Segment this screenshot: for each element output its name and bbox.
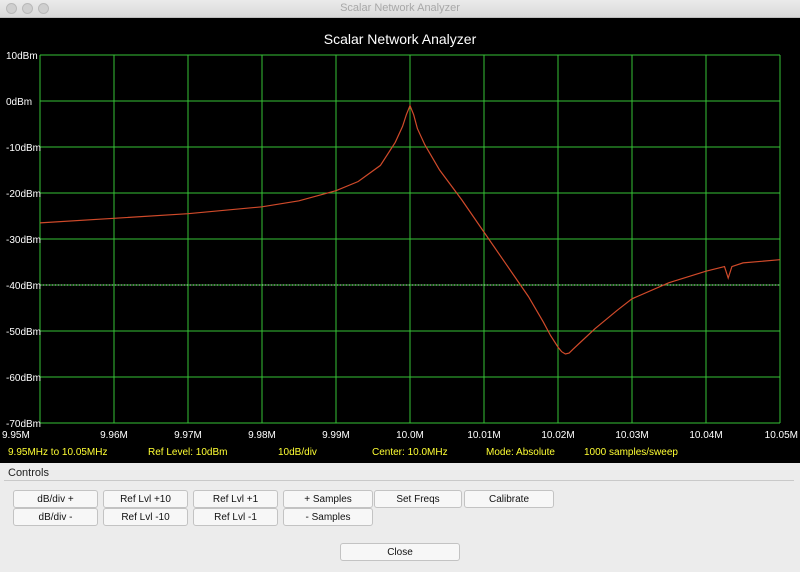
x-tick-label: 9.98M: [248, 430, 276, 441]
x-tick-label: 10.02M: [541, 430, 574, 441]
x-tick-label: 9.95M: [2, 430, 30, 441]
x-tick-label: 10.01M: [467, 430, 500, 441]
plus-samples-button[interactable]: + Samples: [283, 490, 373, 508]
window-title: Scalar Network Analyzer: [340, 2, 460, 14]
close-button[interactable]: Close: [340, 543, 460, 561]
x-tick-label: 9.99M: [322, 430, 350, 441]
controls-label: Controls: [8, 467, 49, 479]
db-div-minus-button[interactable]: dB/div -: [13, 508, 98, 526]
y-tick-label: -50dBm: [6, 327, 41, 338]
calibrate-button[interactable]: Calibrate: [464, 490, 554, 508]
status-samples: 1000 samples/sweep: [584, 447, 678, 458]
ref-lvl-plus1-button[interactable]: Ref Lvl +1: [193, 490, 278, 508]
status-center: Center: 10.0MHz: [372, 447, 448, 458]
y-tick-label: -40dBm: [6, 281, 41, 292]
ref-lvl-minus10-button[interactable]: Ref Lvl -10: [103, 508, 188, 526]
x-tick-label: 9.97M: [174, 430, 202, 441]
zoom-window-icon[interactable]: [38, 3, 49, 14]
minimize-window-icon[interactable]: [22, 3, 33, 14]
y-tick-label: -30dBm: [6, 235, 41, 246]
x-tick-label: 10.0M: [396, 430, 424, 441]
x-tick-label: 10.03M: [615, 430, 648, 441]
chart-title: Scalar Network Analyzer: [324, 31, 477, 47]
status-mode: Mode: Absolute: [486, 447, 555, 458]
y-tick-label: -60dBm: [6, 373, 41, 384]
y-tick-label: 10dBm: [6, 51, 38, 62]
y-tick-label: 0dBm: [6, 97, 32, 108]
ref-lvl-plus10-button[interactable]: Ref Lvl +10: [103, 490, 188, 508]
ref-lvl-minus1-button[interactable]: Ref Lvl -1: [193, 508, 278, 526]
y-tick-label: -20dBm: [6, 189, 41, 200]
trace-line: [39, 103, 781, 355]
x-tick-label: 10.04M: [689, 430, 722, 441]
minus-samples-button[interactable]: - Samples: [283, 508, 373, 526]
controls-group: [4, 480, 794, 533]
x-tick-label: 9.96M: [100, 430, 128, 441]
y-tick-label: -10dBm: [6, 143, 41, 154]
status-ref-level: Ref Level: 10dBm: [148, 447, 228, 458]
plot-area: Scalar Network Analyzer 9.95M 9.96M 9.97M 9.…: [0, 18, 800, 463]
status-scale: 10dB/div: [278, 447, 317, 458]
chart: Scalar Network Analyzer 9.95M 9.96M 9.97M 9.…: [2, 31, 798, 458]
x-tick-label: 10.05M: [765, 430, 798, 441]
set-freqs-button[interactable]: Set Freqs: [374, 490, 462, 508]
close-window-icon[interactable]: [6, 3, 17, 14]
window-titlebar: Scalar Network Analyzer: [0, 0, 800, 18]
db-div-plus-button[interactable]: dB/div +: [13, 490, 98, 508]
status-range: 9.95MHz to 10.05MHz: [8, 447, 108, 458]
y-tick-label: -70dBm: [6, 419, 41, 430]
